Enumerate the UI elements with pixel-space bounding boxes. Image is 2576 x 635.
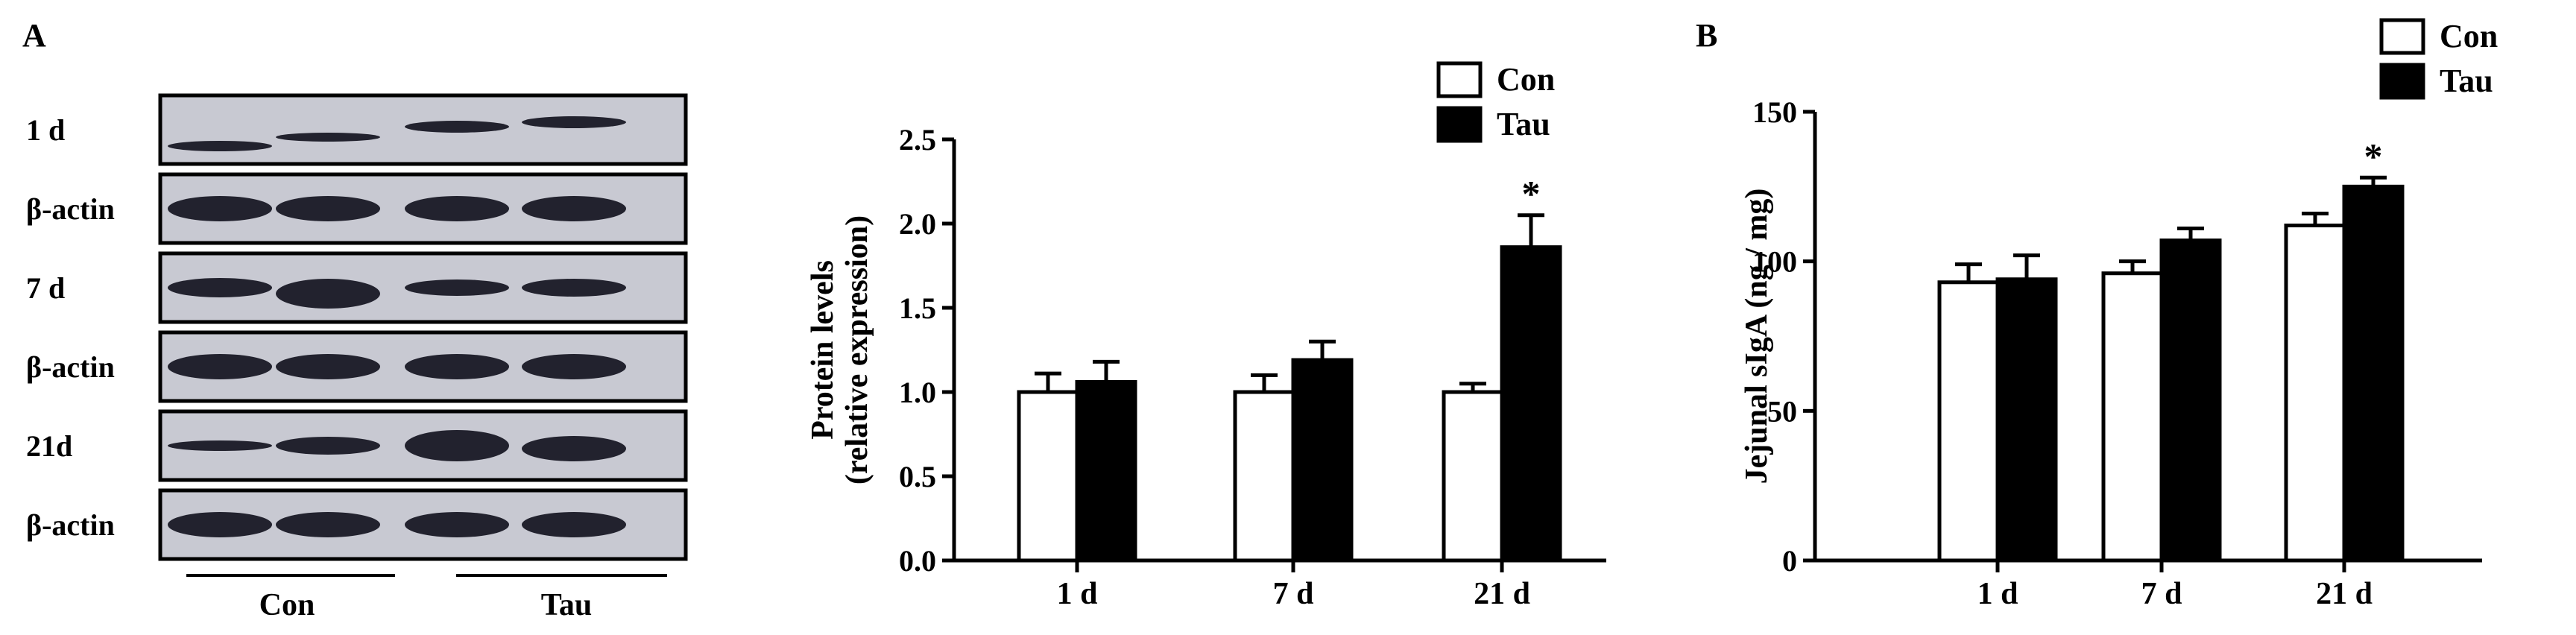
blot-band — [522, 354, 626, 379]
blot-band — [522, 116, 626, 128]
blot-band — [276, 196, 380, 221]
group-label-con: Con — [259, 588, 315, 622]
western-blot: 1 d β-actin 7 d β-actin 21d β-actin Con Tau — [26, 93, 688, 622]
blot-band — [168, 440, 272, 451]
blot-band — [405, 279, 509, 296]
bar — [1442, 390, 1504, 563]
legend-label: Tau — [1497, 106, 1550, 142]
blot-band — [405, 196, 509, 221]
bar — [1075, 379, 1137, 563]
y-tick-label: 0 — [1782, 544, 1797, 578]
bar — [1291, 358, 1354, 563]
legend-label: Tau — [2440, 63, 2493, 99]
blot-row-label: β-actin — [26, 192, 115, 226]
bar — [1937, 280, 2000, 563]
bar — [1995, 277, 2058, 563]
blot-band — [168, 512, 272, 537]
x-tick-label: 21 d — [2316, 577, 2373, 611]
y-tick-label: 0.5 — [899, 460, 936, 493]
blot-band — [276, 512, 380, 537]
bar — [2284, 224, 2346, 563]
blot-band — [276, 437, 380, 455]
significance-marker: * — [1522, 173, 1541, 215]
y-axis-label: (relative expression) — [840, 215, 874, 484]
legend-swatch — [2379, 18, 2425, 55]
bar — [2342, 184, 2405, 563]
panel-label-a: A — [22, 17, 46, 54]
protein-levels-chart: 0.0 0.5 1.0 1.5 2.0 2.5 Protein levels (relativ… — [806, 61, 1606, 611]
bar — [1500, 245, 1562, 563]
legend-label: Con — [2440, 18, 2498, 54]
blot-row-label: 7 d — [26, 271, 65, 305]
blot-band — [168, 278, 272, 297]
y-tick-label: 2.0 — [899, 207, 936, 241]
y-tick-label: 1.5 — [899, 291, 936, 325]
blot-row-label: β-actin — [26, 508, 115, 542]
x-tick-label: 21 d — [1474, 577, 1530, 611]
bar — [1233, 390, 1295, 563]
blot-band — [168, 141, 272, 151]
blot-band — [276, 279, 380, 309]
y-tick-label: 1.0 — [899, 376, 936, 409]
blot-band — [276, 133, 380, 142]
y-tick-label: 150 — [1752, 95, 1797, 129]
y-tick-label: 2.5 — [899, 123, 936, 157]
blot-band — [522, 196, 626, 221]
blot-row-label: β-actin — [26, 350, 115, 384]
x-tick-label: 7 d — [2141, 577, 2182, 611]
x-tick-label: 7 d — [1273, 577, 1314, 611]
blot-row-label: 1 d — [26, 113, 65, 147]
blot-band — [405, 354, 509, 379]
y-axis-label: Protein levels — [806, 260, 840, 440]
legend-swatch — [1436, 106, 1483, 143]
legend-swatch — [2379, 63, 2425, 100]
blot-band — [276, 354, 380, 379]
bar — [1017, 390, 1079, 563]
blot-band — [405, 430, 509, 461]
bar — [2101, 271, 2164, 563]
bar — [2159, 238, 2222, 563]
blot-band — [405, 121, 509, 133]
jejunal-siga-chart: 0 50 100 150 Jejunal sIgA (ng / mg) 1 d 7 d 21 … — [1740, 18, 2498, 611]
y-tick-label: 50 — [1767, 394, 1797, 428]
blot-band — [168, 196, 272, 221]
legend-swatch — [1436, 61, 1483, 98]
panel-label-b: B — [1696, 17, 1717, 54]
blot-band — [522, 512, 626, 537]
group-label-tau: Tau — [541, 588, 593, 622]
x-tick-label: 1 d — [1057, 577, 1098, 611]
blot-band — [168, 354, 272, 379]
y-axis-label: Jejunal sIgA (ng / mg) — [1740, 189, 1774, 484]
legend-label: Con — [1497, 61, 1555, 98]
blot-band — [522, 436, 626, 461]
blot-row-label: 21d — [26, 429, 72, 463]
y-tick-label: 0.0 — [899, 544, 936, 578]
x-tick-label: 1 d — [1977, 577, 2018, 611]
significance-marker: * — [2364, 135, 2383, 177]
y-tick-label: 100 — [1752, 245, 1797, 279]
blot-band — [522, 279, 626, 297]
blot-band — [405, 512, 509, 537]
